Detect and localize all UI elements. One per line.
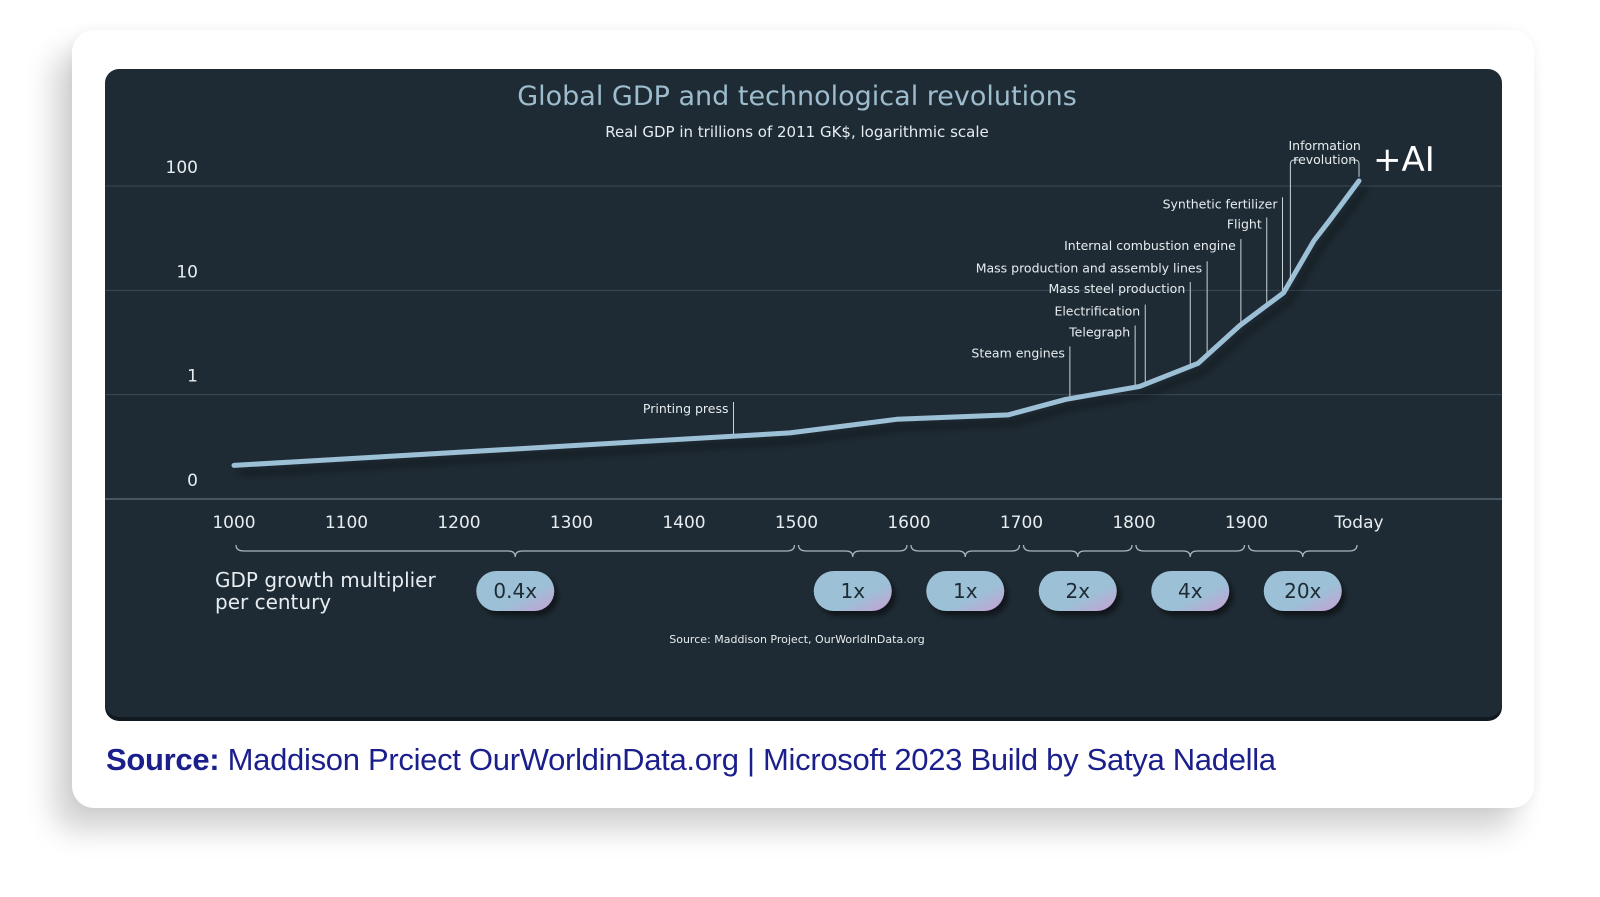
century-brace [797,544,908,558]
chart-subtitle: Real GDP in trillions of 2011 GK$, logar… [605,123,988,141]
century-brace [235,544,796,558]
info-revolution-label-line2: revolution [1293,152,1356,167]
x-axis: 1000 1100 1200 1300 1400 1500 1600 1700 1800 1900… [212,513,1383,533]
x-tick-label: 1300 [550,513,593,533]
x-tick-label: 1100 [325,513,368,533]
y-tick-label: 1 [187,367,198,387]
x-tick-label: 1600 [887,513,930,533]
multiplier-pill [926,571,1005,611]
century-brace [910,544,1021,558]
annotation-label: Flight [1227,216,1262,231]
annotation-label: Electrification [1054,304,1140,319]
annotation-label: Synthetic fertilizer [1163,196,1279,211]
ai-label: +AI [1373,140,1435,180]
x-tick-label: 1400 [662,513,705,533]
caption-label: Source: [106,742,220,777]
multiplier-label-line2: per century [215,590,331,614]
info-revolution-bracket-right [1351,159,1360,177]
y-tick-label: 0 [187,471,198,491]
chart-panel: Global GDP and technological revolutions… [105,69,1502,717]
century-brace [1135,544,1246,558]
century-braces [235,544,1358,558]
gdp-line [231,178,1362,468]
info-revolution-bracket-left [1289,159,1299,282]
multiplier-pill-label: 2x [1065,579,1090,603]
multiplier-pill [1038,571,1117,611]
x-tick-label: 1700 [1000,513,1043,533]
multiplier-pill-label: 1x [840,579,865,603]
multiplier-pill [476,571,555,611]
multiplier-pill-label: 4x [1178,579,1203,603]
multiplier-pills: 0.4x 1x 1x 2x 4x 20x [476,571,1342,611]
annotation-label: Steam engines [971,345,1064,360]
y-tick-label: 10 [176,262,198,282]
century-brace [1247,544,1358,558]
x-tick-label: 1000 [212,513,255,533]
x-tick-label: 1900 [1225,513,1268,533]
series [231,178,1362,468]
annotation-label: Mass steel production [1048,281,1185,296]
grid-lines [105,185,1502,500]
x-tick-label: 1800 [1112,513,1155,533]
multiplier-label-line1: GDP growth multiplier [215,568,436,592]
annotation-label: Printing press [643,401,729,416]
y-tick-label: 100 [166,158,198,178]
century-brace [1022,544,1133,558]
info-revolution-label-line1: Information [1289,138,1361,153]
chart-title: Global GDP and technological revolutions [517,81,1077,112]
multiplier-pill-label: 20x [1284,579,1321,603]
caption-text: Maddison Prciect OurWorldinData.org | Mi… [227,742,1276,777]
gdp-chart: Global GDP and technological revolutions… [105,81,1502,646]
annotation-label: Internal combustion engine [1064,238,1236,253]
annotations: Printing press Steam engines Telegraph Elec… [643,196,1283,437]
x-tick-label: 1200 [437,513,480,533]
annotation-label: Telegraph [1068,325,1130,340]
multiplier-pill [813,571,892,611]
image-caption: Source: Maddison Prciect OurWorldinData.… [106,742,1276,778]
multiplier-pill-label: 0.4x [493,579,537,603]
multiplier-pill [1151,571,1230,611]
annotation-label: Mass production and assembly lines [976,260,1202,275]
x-tick-label: Today [1333,513,1383,533]
multiplier-pill [1263,571,1342,611]
x-tick-label: 1500 [775,513,818,533]
chart-source: Source: Maddison Project, OurWorldInData… [669,633,925,646]
multiplier-pill-label: 1x [953,579,978,603]
